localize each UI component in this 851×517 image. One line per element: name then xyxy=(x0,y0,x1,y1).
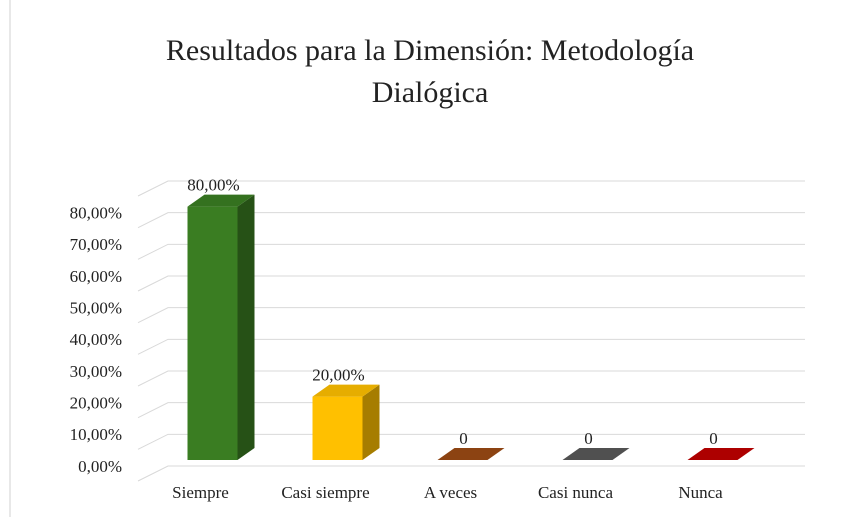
y-tick-label: 30,00% xyxy=(70,362,122,381)
value-label: 20,00% xyxy=(312,366,364,385)
bar xyxy=(562,448,630,460)
grid-line xyxy=(137,370,805,387)
grid-line xyxy=(137,338,805,355)
bar-top xyxy=(312,384,380,397)
bar-side xyxy=(362,384,380,460)
grid-line xyxy=(137,307,805,324)
bar-front xyxy=(312,396,363,460)
bar xyxy=(187,194,255,460)
y-tick-label: 20,00% xyxy=(70,394,122,413)
bar-front xyxy=(187,206,238,460)
value-label: 0 xyxy=(709,429,718,448)
y-tick-label: 0,00% xyxy=(78,457,122,476)
bar-top xyxy=(562,448,630,460)
x-tick-label: Casi nunca xyxy=(538,483,614,502)
bar-top xyxy=(437,448,505,460)
y-tick-label: 50,00% xyxy=(70,299,122,318)
bar xyxy=(437,448,505,460)
grid-line xyxy=(137,433,805,450)
x-tick-label: Casi siempre xyxy=(281,483,369,502)
value-label: 0 xyxy=(459,429,468,448)
grid-line xyxy=(137,402,805,419)
value-label: 80,00% xyxy=(187,176,239,195)
bar xyxy=(687,448,755,460)
y-tick-label: 80,00% xyxy=(70,204,122,223)
grid-line xyxy=(137,212,805,229)
y-tick-label: 70,00% xyxy=(70,235,122,254)
grid-line xyxy=(137,180,805,197)
chart-title: Resultados para la Dimensión: Metodologí… xyxy=(165,34,695,109)
x-tick-label: Nunca xyxy=(678,483,723,502)
bar-top xyxy=(187,194,255,207)
bar-top xyxy=(687,448,755,460)
grid-line xyxy=(137,243,805,260)
grid-line xyxy=(137,465,805,482)
bar xyxy=(312,384,380,460)
y-tick-label: 60,00% xyxy=(70,267,122,286)
value-label: 0 xyxy=(584,429,593,448)
x-tick-label: A veces xyxy=(424,483,477,502)
bar-side xyxy=(237,194,255,460)
grid-line xyxy=(137,275,805,292)
y-tick-label: 10,00% xyxy=(70,425,122,444)
x-tick-label: Siempre xyxy=(172,483,229,502)
y-tick-label: 40,00% xyxy=(70,330,122,349)
